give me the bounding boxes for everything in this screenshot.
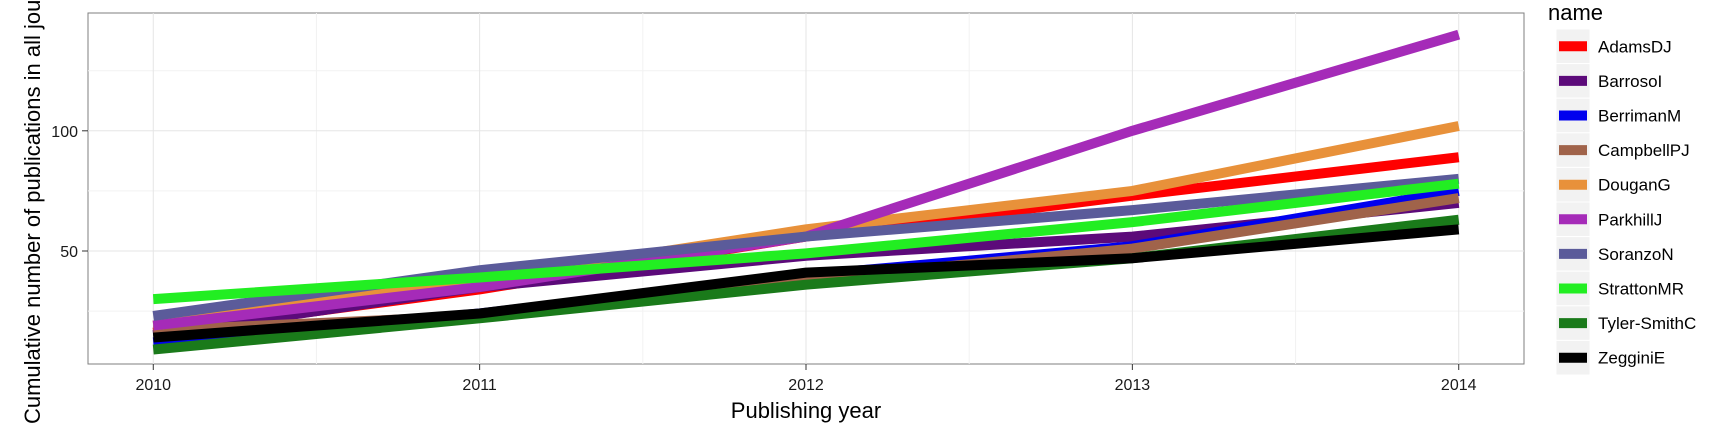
y-tick-label: 100 — [51, 124, 78, 141]
legend-label-BerrimanM: BerrimanM — [1598, 107, 1681, 126]
series-line-StrattonMR — [152, 178, 1460, 305]
legend-label-ZegginiE: ZegginiE — [1598, 349, 1665, 368]
series-line-ZegginiE — [152, 224, 1460, 343]
legend-label-DouganG: DouganG — [1598, 176, 1671, 195]
legend-title: name — [1548, 0, 1603, 25]
x-axis: 2010 2011 2012 2013 2014 — [135, 364, 1477, 394]
x-tick-label: 2012 — [788, 377, 824, 394]
legend-label-StrattonMR: StrattonMR — [1598, 280, 1684, 299]
x-tick-label: 2010 — [135, 377, 171, 394]
legend-label-BarrosoI: BarrosoI — [1598, 72, 1662, 91]
legend-label-ParkhillJ: ParkhillJ — [1598, 210, 1662, 229]
y-tick-label: 50 — [60, 244, 78, 261]
y-axis-title: Cumulative number of publications in all… — [20, 0, 45, 424]
legend-label-AdamsDJ: AdamsDJ — [1598, 37, 1672, 56]
legend-label-SoranzoN: SoranzoN — [1598, 245, 1674, 264]
x-axis-title: Publishing year — [731, 398, 881, 423]
y-axis: 50 100 — [51, 124, 88, 261]
legend-label-Tyler-SmithC: Tyler-SmithC — [1598, 314, 1696, 333]
x-tick-label: 2011 — [462, 377, 497, 394]
legend: AdamsDJ BarrosoI BerrimanM CampbellPJ Dougan… — [1555, 28, 1696, 376]
legend-label-CampbellPJ: CampbellPJ — [1598, 141, 1690, 160]
x-tick-label: 2014 — [1441, 377, 1477, 394]
series-layer — [152, 29, 1461, 355]
x-tick-label: 2013 — [1115, 377, 1151, 394]
